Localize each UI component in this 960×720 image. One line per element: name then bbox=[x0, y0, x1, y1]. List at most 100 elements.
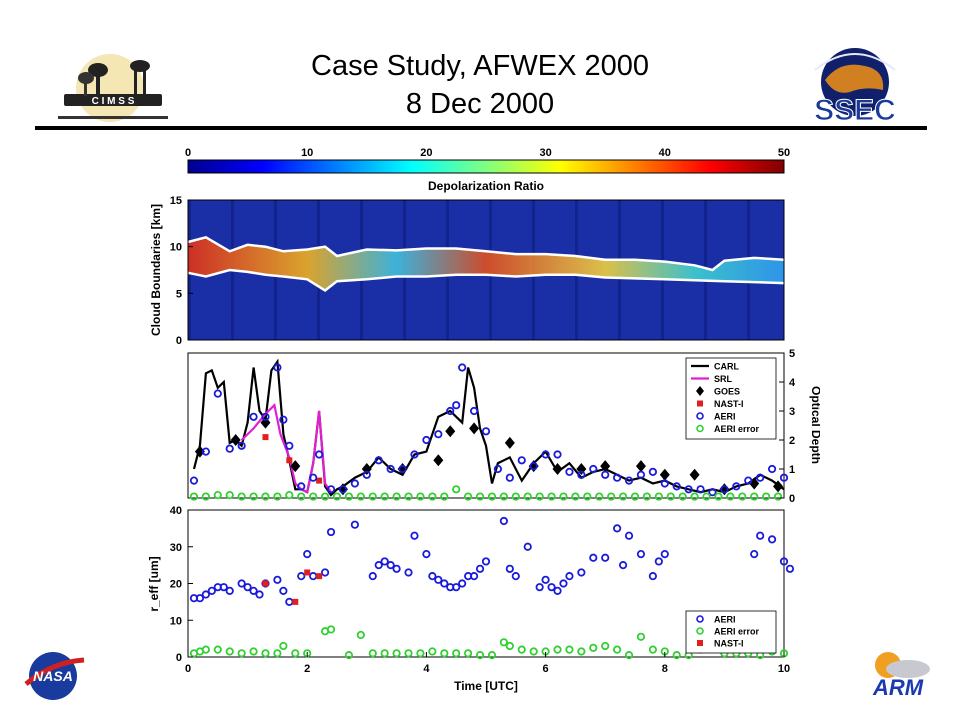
time-xtick-label: 10 bbox=[778, 663, 790, 675]
aeri-error-point bbox=[577, 647, 586, 656]
aeri-error-point bbox=[344, 651, 354, 660]
aeri-point bbox=[285, 441, 294, 450]
aeri-point bbox=[320, 568, 330, 577]
carl-line bbox=[192, 358, 785, 497]
aeri-error-point bbox=[291, 649, 300, 658]
goes-point bbox=[433, 454, 444, 467]
aeri-error-point bbox=[613, 645, 622, 654]
aeri-point bbox=[213, 389, 222, 398]
aeri-error-point bbox=[237, 649, 246, 658]
aeri-error-point bbox=[571, 492, 580, 501]
aeri-point bbox=[225, 444, 234, 453]
aeri-error-point bbox=[547, 492, 556, 501]
aeri-point bbox=[779, 557, 789, 566]
optical-depth-ytick-label: 0 bbox=[789, 493, 795, 505]
goes-point bbox=[552, 463, 563, 475]
aeri-error-point bbox=[273, 649, 282, 658]
aeri-point bbox=[535, 583, 544, 592]
aeri-point bbox=[767, 464, 777, 474]
optical-depth-ytick-label: 1 bbox=[789, 464, 795, 476]
aeri-point bbox=[303, 549, 312, 559]
aeri-error-point bbox=[201, 645, 210, 654]
aeri-point bbox=[601, 470, 610, 479]
aeri-point bbox=[452, 401, 461, 410]
aeri-point bbox=[613, 524, 622, 533]
effective-radius-panel bbox=[187, 509, 785, 658]
aeri-error-point bbox=[464, 649, 473, 658]
aeri-point bbox=[541, 450, 550, 459]
aeri-point bbox=[374, 456, 383, 465]
aeri-point bbox=[720, 485, 729, 494]
aeri-point bbox=[511, 572, 520, 581]
colorbar bbox=[187, 159, 785, 174]
aeri-error-point bbox=[553, 645, 562, 654]
nast-i-point bbox=[316, 573, 323, 580]
effective-radius-ylabel: r_eff [um] bbox=[147, 556, 161, 611]
aeri-point bbox=[636, 470, 646, 479]
aeri-point bbox=[201, 447, 210, 456]
aeri-error-point bbox=[624, 651, 634, 660]
legend-swatch bbox=[696, 615, 704, 623]
aeri-point bbox=[279, 415, 288, 424]
goes-point bbox=[230, 434, 241, 446]
aeri-error-point bbox=[392, 492, 401, 501]
aeri-error-point bbox=[225, 647, 234, 656]
heatmap-ytick-label: 0 bbox=[176, 335, 182, 347]
aeri-point bbox=[565, 572, 574, 581]
aeri-point bbox=[350, 479, 359, 488]
aeri-point bbox=[684, 485, 693, 494]
aeri-error-point bbox=[368, 492, 377, 501]
aeri-error-point bbox=[499, 638, 508, 647]
aeri-error-point bbox=[666, 492, 675, 501]
time-xlabel: Time [UTC] bbox=[454, 679, 518, 693]
aeri-point bbox=[648, 572, 657, 581]
aeri-point bbox=[374, 561, 383, 570]
nast-i-point bbox=[262, 580, 269, 587]
aeri-point bbox=[380, 557, 389, 566]
aeri-error-point bbox=[225, 490, 234, 500]
legend-swatch bbox=[697, 400, 703, 407]
aeri-error-point bbox=[285, 490, 294, 500]
aeri-point bbox=[362, 470, 371, 479]
aeri-error-point bbox=[356, 492, 365, 501]
aeri-point bbox=[434, 575, 443, 584]
aeri-point bbox=[660, 479, 669, 488]
aeri-point bbox=[297, 482, 306, 491]
aeri-point bbox=[696, 485, 705, 494]
aeri-point bbox=[624, 531, 634, 540]
aeri-error-point bbox=[678, 492, 687, 501]
aeri-point bbox=[553, 450, 562, 459]
goes-point bbox=[504, 436, 515, 449]
aeri-point bbox=[410, 450, 419, 459]
aeri-point bbox=[505, 473, 514, 482]
legend-label: GOES bbox=[714, 387, 740, 397]
goes-point bbox=[689, 468, 700, 481]
title-divider bbox=[35, 126, 927, 130]
effective-radius-ytick-label: 30 bbox=[170, 542, 182, 554]
aeri-point bbox=[475, 564, 485, 573]
aeri-point bbox=[589, 553, 598, 562]
aeri-point bbox=[577, 568, 586, 577]
colorbar-tick-label: 30 bbox=[539, 147, 551, 159]
aeri-error-point bbox=[189, 492, 199, 501]
aeri-error-point bbox=[452, 485, 461, 494]
aeri-point bbox=[458, 363, 467, 372]
aeri-error-point bbox=[630, 492, 640, 501]
aeri-point bbox=[499, 516, 508, 526]
effective-radius-legend: AERI AERI error NAST-I bbox=[685, 610, 777, 654]
goes-point bbox=[773, 480, 784, 493]
lidar-case-study-chart: 0 10 20 30 40 50 Depolarization Ratio 051015 … bbox=[147, 147, 820, 693]
aeri-point bbox=[672, 482, 681, 491]
goes-point bbox=[635, 460, 646, 473]
legend-swatch bbox=[696, 412, 704, 420]
aeri-point bbox=[458, 579, 467, 588]
time-xtick-label: 0 bbox=[185, 663, 191, 675]
nast-i-point bbox=[292, 598, 299, 605]
aeri-point bbox=[589, 464, 598, 474]
legend-label: AERI error bbox=[714, 424, 760, 434]
aeri-point bbox=[338, 485, 348, 494]
arm-logo: ARM bbox=[872, 652, 930, 700]
aeri-error-point bbox=[475, 651, 485, 660]
aeri-error-point bbox=[702, 492, 711, 501]
aeri-error-point bbox=[464, 492, 473, 501]
